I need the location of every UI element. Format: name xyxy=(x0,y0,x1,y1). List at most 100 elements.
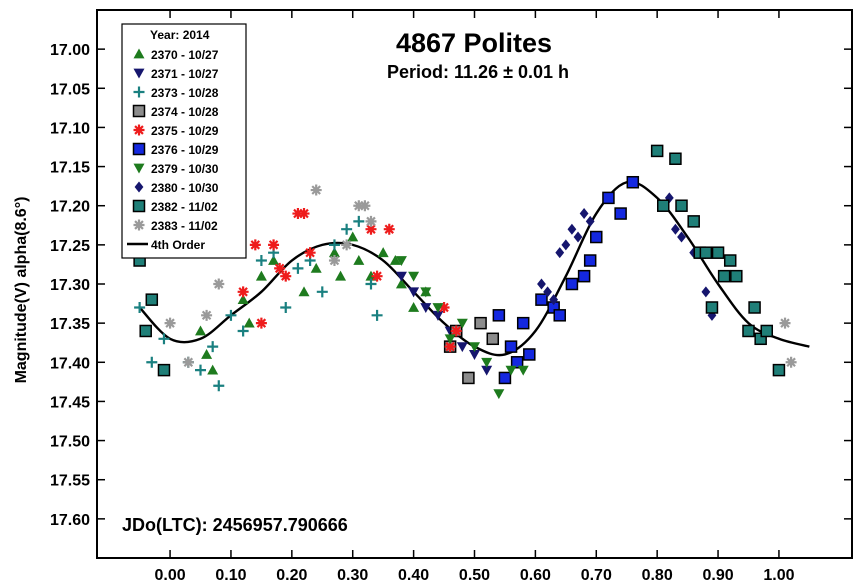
data-point xyxy=(420,287,432,298)
data-point xyxy=(444,341,456,353)
legend-box xyxy=(121,23,247,259)
data-point xyxy=(650,144,664,158)
data-point xyxy=(671,223,680,235)
data-point xyxy=(657,199,670,212)
data-point xyxy=(280,301,292,313)
data-point xyxy=(359,200,371,212)
data-point xyxy=(328,247,340,258)
data-point xyxy=(182,356,194,368)
data-point xyxy=(268,239,280,251)
data-point xyxy=(157,363,171,377)
data-point xyxy=(699,246,713,259)
data-point xyxy=(408,301,420,312)
legend-marker xyxy=(133,163,145,174)
legend-label: 4th Order xyxy=(151,238,205,252)
data-point xyxy=(549,294,559,306)
legend-label: 2375 - 10/29 xyxy=(151,124,219,138)
data-point xyxy=(310,262,322,273)
data-point xyxy=(450,325,462,337)
series-1 xyxy=(195,231,432,375)
data-point xyxy=(438,301,450,313)
y-tick-label: 17.20 xyxy=(50,199,90,216)
data-point xyxy=(590,230,603,244)
legend-marker xyxy=(133,86,145,98)
data-point xyxy=(481,365,493,376)
data-point xyxy=(255,270,267,281)
data-point xyxy=(474,316,487,330)
data-point xyxy=(748,301,761,314)
x-tick-label: 0.80 xyxy=(642,567,673,584)
data-point xyxy=(371,309,383,321)
y-tick-label: 17.60 xyxy=(50,512,90,529)
data-point xyxy=(145,293,159,306)
y-tick-label: 17.55 xyxy=(50,473,90,490)
y-axis: 17.00 17.05 17.10 17.15 17.20 17.25 17.30 17.35… xyxy=(50,42,852,529)
legend-label: 2373 - 10/28 xyxy=(151,86,219,100)
series-9 xyxy=(133,144,786,377)
data-point xyxy=(347,231,359,242)
data-point xyxy=(249,239,261,251)
data-point xyxy=(207,364,219,375)
data-point xyxy=(298,286,310,297)
data-point xyxy=(395,278,407,289)
legend: Year: 2014 2370 - 10/27 2371 - 10/27 2373 … xyxy=(121,23,247,259)
data-point xyxy=(567,223,577,235)
data-point xyxy=(579,208,589,220)
data-point xyxy=(341,239,353,251)
data-point xyxy=(243,317,255,328)
data-point xyxy=(456,342,468,353)
y-tick-label: 17.00 xyxy=(50,42,90,59)
data-point xyxy=(516,316,530,330)
data-point xyxy=(201,309,213,321)
legend-title: Year: 2014 xyxy=(150,28,210,42)
legend-label: 2380 - 10/30 xyxy=(151,181,219,195)
x-tick-label: 0.50 xyxy=(459,567,490,584)
data-point xyxy=(408,271,420,282)
data-point xyxy=(675,199,688,212)
data-point xyxy=(772,363,786,377)
data-point xyxy=(730,269,743,283)
data-point xyxy=(353,200,365,212)
x-tick-label: 0.20 xyxy=(276,567,307,584)
data-point xyxy=(146,356,158,368)
data-point xyxy=(517,365,529,376)
data-point xyxy=(585,215,595,227)
data-point xyxy=(420,303,432,313)
data-point xyxy=(292,208,304,220)
data-point xyxy=(389,255,401,265)
data-point xyxy=(669,152,682,165)
data-point xyxy=(365,223,377,235)
legend-label: 2379 - 10/30 xyxy=(151,162,219,176)
data-point xyxy=(395,256,407,267)
data-point xyxy=(195,364,207,376)
data-point xyxy=(195,325,207,336)
data-point xyxy=(164,317,176,329)
data-point xyxy=(237,286,249,298)
data-point xyxy=(711,246,725,259)
data-point xyxy=(785,356,797,368)
data-point xyxy=(225,309,237,321)
data-point xyxy=(505,365,517,376)
data-point xyxy=(335,270,347,281)
data-point xyxy=(298,208,310,220)
y-tick-label: 17.40 xyxy=(50,355,90,372)
y-tick-label: 17.10 xyxy=(50,120,90,137)
data-point xyxy=(677,231,686,243)
data-point xyxy=(365,215,377,227)
jdo-annotation: JDo(LTC): 2456957.790666 xyxy=(122,515,348,535)
data-point xyxy=(213,380,225,392)
legend-label: 2371 - 10/27 xyxy=(151,67,219,81)
legend-marker xyxy=(133,124,145,136)
y-tick-label: 17.45 xyxy=(50,394,90,411)
data-point xyxy=(481,357,493,368)
data-point xyxy=(565,277,579,291)
chart-subtitle: Period: 11.26 ± 0.01 h xyxy=(387,62,569,82)
data-point xyxy=(328,255,340,267)
data-points-layer xyxy=(133,144,797,400)
legend-marker xyxy=(132,142,146,156)
data-point xyxy=(583,254,597,267)
data-point xyxy=(274,262,286,274)
x-axis: 0.00 0.10 0.20 0.30 0.40 0.50 0.60 0.70 0.80 0.90… xyxy=(154,10,795,584)
data-point xyxy=(492,309,506,322)
